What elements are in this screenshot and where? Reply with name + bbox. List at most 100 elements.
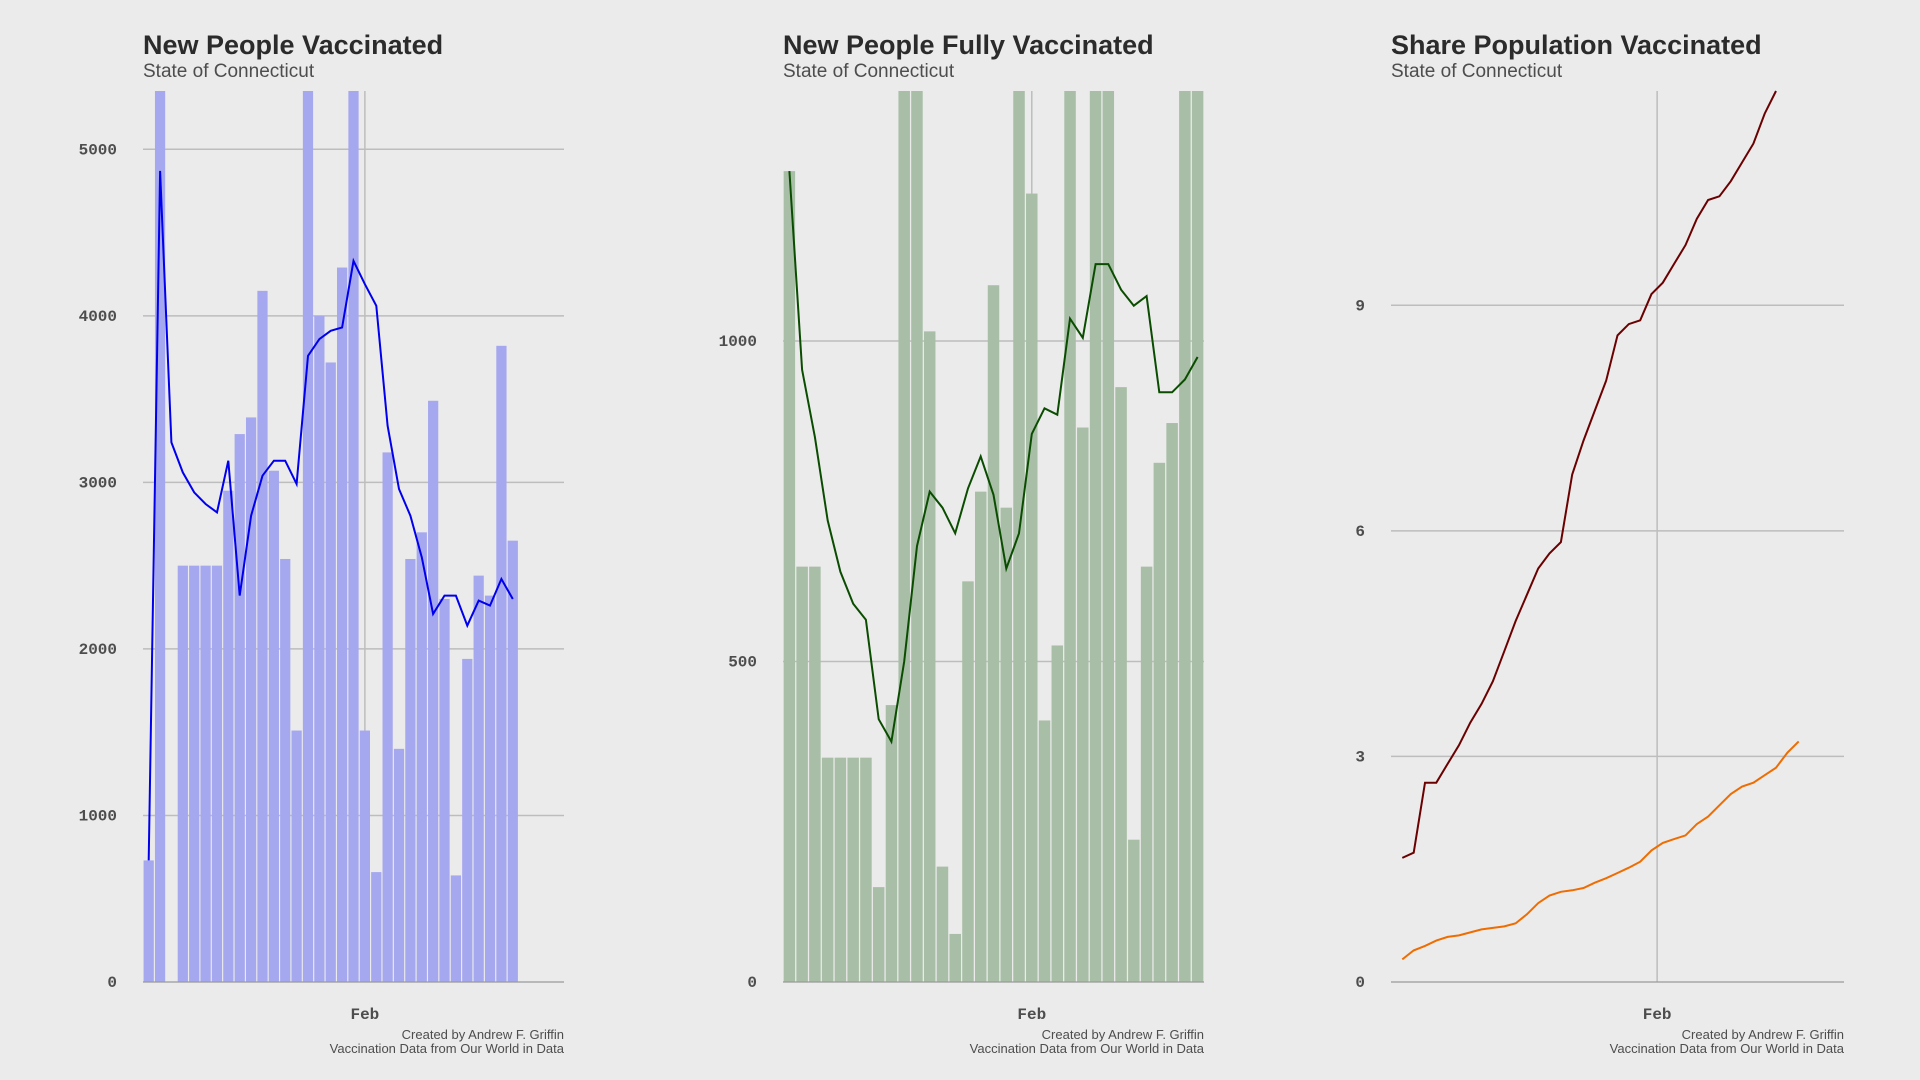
bar bbox=[1077, 427, 1089, 982]
bar bbox=[371, 872, 382, 982]
bar bbox=[280, 558, 291, 982]
caption-author: Created by Andrew F. Griffin bbox=[402, 1027, 564, 1042]
chart-title: New People Vaccinated bbox=[143, 30, 443, 60]
caption-author: Created by Andrew F. Griffin bbox=[1682, 1027, 1844, 1042]
x-tick-label: Feb bbox=[350, 1006, 379, 1024]
bar bbox=[268, 470, 279, 982]
y-tick-label: 0 bbox=[1355, 974, 1365, 992]
bar bbox=[796, 566, 808, 982]
chart-title: Share Population Vaccinated bbox=[1391, 30, 1762, 60]
bar bbox=[450, 875, 462, 982]
bar bbox=[949, 933, 961, 982]
bar bbox=[314, 315, 325, 982]
caption-source: Vaccination Data from Our World in Data bbox=[1610, 1041, 1845, 1056]
bar bbox=[416, 532, 427, 982]
bar bbox=[1153, 462, 1166, 982]
y-tick-label: 2000 bbox=[79, 641, 117, 659]
bar bbox=[809, 566, 821, 982]
bar bbox=[473, 575, 484, 982]
x-tick-label: Feb bbox=[1017, 1006, 1046, 1024]
bar bbox=[325, 362, 336, 982]
bar bbox=[154, 91, 166, 982]
bar bbox=[1026, 193, 1038, 982]
chart-subtitle: State of Connecticut bbox=[1391, 61, 1563, 82]
bar bbox=[860, 757, 872, 982]
bar bbox=[348, 91, 359, 982]
bar bbox=[393, 748, 405, 982]
y-tick-label: 9 bbox=[1355, 297, 1365, 315]
bar bbox=[975, 491, 987, 982]
bar bbox=[496, 345, 507, 983]
bar bbox=[1102, 91, 1115, 982]
bar bbox=[923, 331, 936, 982]
bar bbox=[177, 565, 188, 982]
bar bbox=[834, 757, 847, 982]
bar bbox=[439, 598, 450, 982]
y-tick-label: 1000 bbox=[719, 333, 757, 351]
trend-line bbox=[147, 170, 514, 861]
bar bbox=[382, 452, 393, 983]
bar bbox=[291, 730, 302, 982]
bar bbox=[462, 658, 473, 982]
bar bbox=[885, 705, 898, 982]
bar bbox=[962, 581, 974, 982]
bar bbox=[1051, 645, 1064, 982]
bar bbox=[1064, 91, 1076, 982]
bar bbox=[1128, 839, 1140, 982]
x-tick-label: Feb bbox=[1643, 1006, 1672, 1024]
chart-subtitle: State of Connecticut bbox=[783, 61, 955, 82]
bar bbox=[507, 540, 518, 982]
y-tick-label: 500 bbox=[728, 653, 757, 671]
bar bbox=[1166, 423, 1178, 982]
y-tick-label: 0 bbox=[747, 974, 757, 992]
y-tick-label: 5000 bbox=[79, 141, 117, 159]
bar bbox=[1191, 91, 1204, 982]
bar bbox=[223, 490, 234, 982]
bar bbox=[936, 866, 949, 982]
y-tick-label: 4000 bbox=[79, 308, 117, 326]
y-tick-label: 6 bbox=[1355, 523, 1365, 541]
bar bbox=[337, 267, 348, 983]
bar bbox=[428, 400, 439, 983]
bar bbox=[405, 558, 416, 982]
chart-title: New People Fully Vaccinated bbox=[783, 30, 1154, 60]
chart-subtitle: State of Connecticut bbox=[143, 61, 315, 82]
trend-line bbox=[788, 171, 1199, 745]
bar bbox=[302, 91, 314, 982]
y-tick-label: 0 bbox=[107, 974, 117, 992]
bar bbox=[821, 757, 834, 982]
bar bbox=[257, 290, 268, 982]
bar bbox=[872, 887, 885, 982]
bar bbox=[1179, 91, 1191, 982]
bar bbox=[911, 91, 923, 982]
bar bbox=[1089, 91, 1102, 982]
y-tick-label: 3000 bbox=[79, 474, 117, 492]
bar bbox=[211, 565, 223, 982]
bar bbox=[1038, 720, 1051, 982]
bar bbox=[143, 860, 154, 982]
bar bbox=[1000, 507, 1012, 982]
bar bbox=[189, 565, 200, 982]
bar bbox=[359, 730, 370, 982]
bar bbox=[898, 91, 910, 982]
caption-source: Vaccination Data from Our World in Data bbox=[970, 1041, 1205, 1056]
bar bbox=[1115, 387, 1127, 982]
bar bbox=[847, 757, 859, 982]
bar bbox=[234, 434, 245, 982]
bar bbox=[245, 417, 257, 982]
bar bbox=[484, 595, 496, 982]
bar bbox=[200, 565, 211, 982]
bar bbox=[1013, 91, 1025, 982]
bar bbox=[1140, 566, 1153, 982]
bar bbox=[783, 171, 796, 982]
caption-source: Vaccination Data from Our World in Data bbox=[330, 1041, 565, 1056]
series-line-1 bbox=[1401, 90, 1777, 859]
bar bbox=[987, 285, 1000, 982]
y-tick-label: 3 bbox=[1355, 748, 1365, 766]
y-tick-label: 1000 bbox=[79, 807, 117, 825]
